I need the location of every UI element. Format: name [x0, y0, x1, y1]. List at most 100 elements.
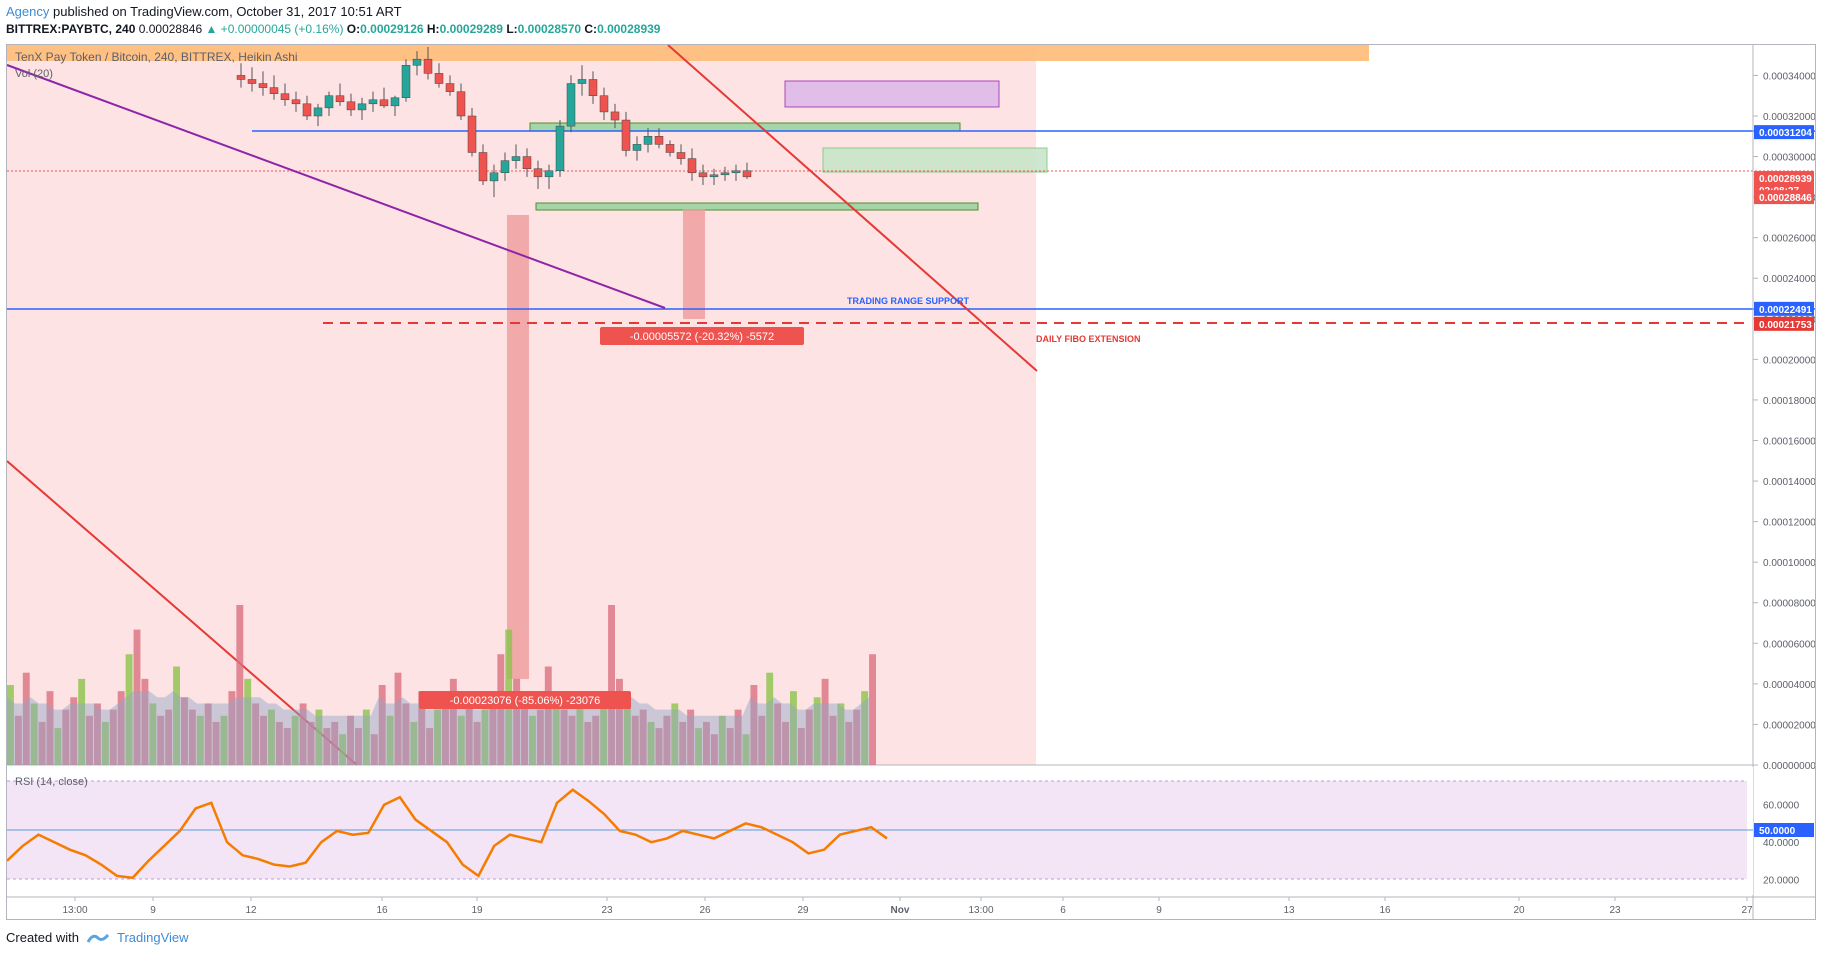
volume-bar [584, 721, 592, 765]
volume-bar [576, 703, 584, 765]
trendline-red-lower[interactable] [6, 460, 358, 766]
volume-bar [434, 709, 441, 765]
target-box-purple [784, 80, 1000, 108]
volume-bar [236, 605, 244, 765]
volume-bar [703, 721, 710, 765]
volume-bar [378, 685, 386, 765]
volume-bars [7, 605, 876, 765]
rsi-line [6, 788, 888, 880]
volume-bar [22, 672, 30, 765]
candle-body [280, 93, 290, 101]
measure-bar-short [683, 209, 705, 319]
chart-canvas[interactable]: 0.000340000.000320000.000300000.00028000… [6, 44, 1816, 919]
tradingview-brand-link[interactable]: TradingView [116, 930, 189, 945]
price-tick-label: 0.00012000 [1763, 518, 1815, 529]
price-tick-label: 0.00002000 [1763, 720, 1815, 731]
open-label: O: [346, 22, 361, 36]
price-tick-label: 0.00030000 [1763, 153, 1815, 164]
time-tick-label: 23 [1609, 905, 1621, 916]
publish-line: Agency published on TradingView.com, Oct… [6, 4, 660, 19]
volume-bar [109, 709, 117, 765]
time-tick-label: 9 [150, 905, 156, 916]
volume-bar [869, 654, 876, 765]
candles [236, 47, 752, 198]
low-value: 0.00028570 [517, 22, 582, 36]
time-tick-label: 13 [1283, 905, 1295, 916]
price-tag-label: 0.00031204 [1759, 128, 1812, 139]
volume-bar [14, 715, 22, 765]
last-price: 0.00028846 [138, 22, 203, 36]
volume-bar [125, 654, 133, 765]
volume-bar [299, 703, 307, 765]
volume-bar [38, 721, 46, 765]
rsi-series [6, 788, 888, 880]
measure-label-long: -0.00023076 (-85.06%) -23076 [450, 695, 600, 707]
volume-bar [766, 672, 774, 765]
volume-bar [347, 715, 354, 765]
volume-bar [426, 728, 434, 765]
candle-body [302, 103, 312, 117]
measure-label-short: -0.00005572 (-20.32%) -5572 [630, 331, 774, 343]
candle-body [511, 156, 521, 161]
candle-body [522, 156, 532, 169]
low-label: L: [506, 22, 518, 36]
symbol-line: BITTREX:PAYBTC, 240 0.00028846 ▲ +0.0000… [6, 22, 660, 36]
volume-bar [734, 709, 742, 765]
volume-bar [133, 629, 141, 765]
price-tag-label: 0.00028939 [1759, 174, 1812, 185]
volume-bar [529, 715, 536, 765]
time-axis[interactable]: 13:00 9 12 16 19 23 26 29 Nov 13:00 6 9 13 16 20 23 27 [62, 897, 1753, 916]
volume-bar [46, 691, 54, 765]
candle-body [379, 99, 389, 107]
volume-bar [70, 697, 78, 765]
volume-bar [149, 703, 157, 765]
volume-bar [212, 721, 220, 765]
author-link[interactable]: Agency [6, 4, 50, 19]
volume-bar [710, 734, 718, 765]
volume-bar [655, 728, 663, 765]
symbol-name[interactable]: BITTREX:PAYBTC, 240 [6, 22, 136, 36]
rsi-label: RSI (14, close) [15, 776, 88, 788]
volume-bar [687, 709, 695, 765]
volume-bar [481, 709, 489, 765]
volume-bar [307, 721, 315, 765]
volume-bar [663, 715, 671, 765]
volume-bar [513, 678, 521, 765]
chart-frame[interactable]: 0.000340000.000320000.000300000.00028000… [6, 44, 1816, 920]
candle-body [720, 172, 730, 176]
candle-body [412, 58, 422, 66]
candle-body [555, 125, 565, 171]
created-with-label: Created with [6, 930, 79, 945]
candle-body [577, 79, 587, 84]
price-tick-label: 0.00026000 [1763, 234, 1815, 245]
trendline-red-upper[interactable] [667, 44, 1038, 372]
time-tick-label: 29 [797, 905, 809, 916]
candle-body [544, 170, 554, 178]
candle-body [698, 172, 708, 178]
time-tick-label: 20 [1513, 905, 1525, 916]
volume-bar [750, 685, 758, 765]
rsi-tick-label: 20.0000 [1763, 876, 1800, 887]
volume-bar [608, 605, 615, 765]
volume-bar [173, 666, 180, 765]
volume-bar [157, 715, 165, 765]
price-axis[interactable]: 0.000340000.000320000.000300000.00028000… [1753, 71, 1816, 772]
volume-bar [671, 703, 679, 765]
volume-bar [797, 728, 805, 765]
open-value: 0.00029126 [360, 22, 424, 36]
price-tick-label: 0.00032000 [1763, 112, 1815, 123]
price-tag-label: 0.00028846 [1759, 193, 1812, 204]
volume-bar [117, 691, 125, 765]
trendline-purple[interactable] [6, 64, 666, 309]
price-tick-label: 0.00004000 [1763, 680, 1815, 691]
price-tick-label: 0.00020000 [1763, 355, 1815, 366]
volume-bar [323, 728, 331, 765]
volume-bar [101, 721, 109, 765]
volume-bar [30, 703, 38, 765]
rsi-tick-label: 40.0000 [1763, 838, 1800, 849]
volume-bar [489, 691, 497, 765]
volume-bar [552, 697, 560, 765]
volume-bar [7, 685, 14, 765]
volume-bar [291, 715, 299, 765]
time-tick-label: 23 [601, 905, 613, 916]
